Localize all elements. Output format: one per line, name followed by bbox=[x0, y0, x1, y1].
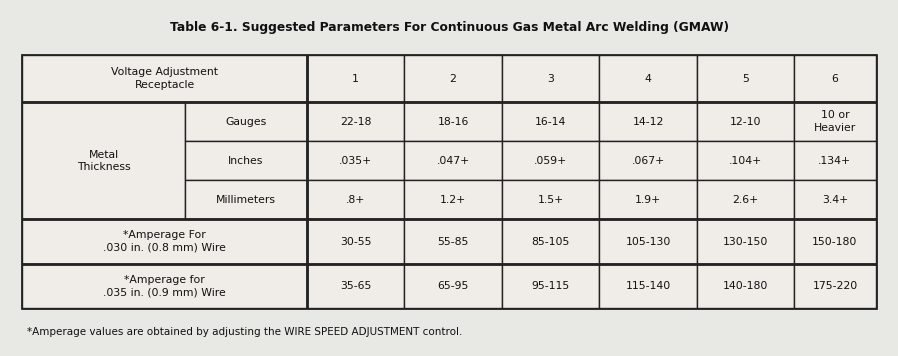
Text: Gauges: Gauges bbox=[225, 116, 267, 126]
Text: 16-14: 16-14 bbox=[535, 116, 567, 126]
Text: 4: 4 bbox=[645, 74, 651, 84]
FancyBboxPatch shape bbox=[599, 264, 697, 308]
FancyBboxPatch shape bbox=[404, 55, 502, 102]
Text: 2.6+: 2.6+ bbox=[733, 195, 759, 205]
Text: 1.5+: 1.5+ bbox=[537, 195, 564, 205]
FancyBboxPatch shape bbox=[307, 55, 404, 102]
Text: 14-12: 14-12 bbox=[632, 116, 664, 126]
Text: 95-115: 95-115 bbox=[532, 281, 569, 291]
FancyBboxPatch shape bbox=[307, 180, 404, 219]
Text: 3: 3 bbox=[547, 74, 554, 84]
FancyBboxPatch shape bbox=[404, 102, 502, 141]
Text: 175-220: 175-220 bbox=[813, 281, 858, 291]
FancyBboxPatch shape bbox=[795, 141, 876, 180]
Text: 12-10: 12-10 bbox=[730, 116, 762, 126]
Text: 2: 2 bbox=[450, 74, 456, 84]
FancyBboxPatch shape bbox=[795, 219, 876, 264]
Text: 140-180: 140-180 bbox=[723, 281, 769, 291]
FancyBboxPatch shape bbox=[22, 55, 307, 102]
FancyBboxPatch shape bbox=[307, 219, 404, 264]
Text: 105-130: 105-130 bbox=[625, 237, 671, 247]
FancyBboxPatch shape bbox=[599, 55, 697, 102]
Text: 85-105: 85-105 bbox=[532, 237, 569, 247]
Text: *Amperage values are obtained by adjusting the WIRE SPEED ADJUSTMENT control.: *Amperage values are obtained by adjusti… bbox=[27, 327, 462, 337]
Text: .104+: .104+ bbox=[729, 156, 762, 166]
FancyBboxPatch shape bbox=[404, 141, 502, 180]
FancyBboxPatch shape bbox=[185, 180, 307, 219]
Text: 18-16: 18-16 bbox=[437, 116, 469, 126]
Text: *Amperage For
.030 in. (0.8 mm) Wire: *Amperage For .030 in. (0.8 mm) Wire bbox=[103, 230, 226, 253]
FancyBboxPatch shape bbox=[404, 180, 502, 219]
Text: 115-140: 115-140 bbox=[625, 281, 671, 291]
Text: Inches: Inches bbox=[228, 156, 264, 166]
Text: 130-150: 130-150 bbox=[723, 237, 769, 247]
FancyBboxPatch shape bbox=[404, 219, 502, 264]
Text: 22-18: 22-18 bbox=[339, 116, 371, 126]
FancyBboxPatch shape bbox=[502, 102, 599, 141]
Text: .134+: .134+ bbox=[818, 156, 851, 166]
Text: .047+: .047+ bbox=[436, 156, 470, 166]
FancyBboxPatch shape bbox=[502, 141, 599, 180]
FancyBboxPatch shape bbox=[697, 102, 795, 141]
FancyBboxPatch shape bbox=[185, 102, 307, 141]
FancyBboxPatch shape bbox=[599, 180, 697, 219]
Text: Millimeters: Millimeters bbox=[216, 195, 276, 205]
Text: 1.9+: 1.9+ bbox=[635, 195, 661, 205]
FancyBboxPatch shape bbox=[22, 264, 307, 308]
Text: 10 or
Heavier: 10 or Heavier bbox=[814, 110, 856, 133]
FancyBboxPatch shape bbox=[22, 219, 307, 264]
Text: 55-85: 55-85 bbox=[437, 237, 469, 247]
FancyBboxPatch shape bbox=[502, 180, 599, 219]
Text: 1: 1 bbox=[352, 74, 359, 84]
FancyBboxPatch shape bbox=[502, 219, 599, 264]
FancyBboxPatch shape bbox=[795, 102, 876, 141]
FancyBboxPatch shape bbox=[697, 219, 795, 264]
FancyBboxPatch shape bbox=[502, 264, 599, 308]
Text: 35-65: 35-65 bbox=[339, 281, 371, 291]
Text: .059+: .059+ bbox=[534, 156, 568, 166]
Text: 65-95: 65-95 bbox=[437, 281, 469, 291]
Text: 5: 5 bbox=[742, 74, 749, 84]
FancyBboxPatch shape bbox=[502, 55, 599, 102]
Text: Table 6-1. Suggested Parameters For Continuous Gas Metal Arc Welding (GMAW): Table 6-1. Suggested Parameters For Cont… bbox=[170, 21, 728, 34]
FancyBboxPatch shape bbox=[795, 264, 876, 308]
FancyBboxPatch shape bbox=[697, 180, 795, 219]
Text: .067+: .067+ bbox=[631, 156, 665, 166]
FancyBboxPatch shape bbox=[307, 102, 404, 141]
Text: 30-55: 30-55 bbox=[339, 237, 371, 247]
Text: 150-180: 150-180 bbox=[812, 237, 858, 247]
FancyBboxPatch shape bbox=[307, 141, 404, 180]
FancyBboxPatch shape bbox=[795, 180, 876, 219]
FancyBboxPatch shape bbox=[22, 55, 876, 308]
Text: 6: 6 bbox=[832, 74, 839, 84]
FancyBboxPatch shape bbox=[599, 219, 697, 264]
FancyBboxPatch shape bbox=[795, 55, 876, 102]
FancyBboxPatch shape bbox=[599, 141, 697, 180]
Text: Metal
Thickness: Metal Thickness bbox=[77, 150, 130, 172]
Text: 1.2+: 1.2+ bbox=[440, 195, 466, 205]
FancyBboxPatch shape bbox=[599, 102, 697, 141]
Text: *Amperage for
.035 in. (0.9 mm) Wire: *Amperage for .035 in. (0.9 mm) Wire bbox=[103, 274, 226, 297]
FancyBboxPatch shape bbox=[22, 102, 185, 219]
FancyBboxPatch shape bbox=[185, 141, 307, 180]
Text: .035+: .035+ bbox=[339, 156, 372, 166]
FancyBboxPatch shape bbox=[697, 264, 795, 308]
Text: .8+: .8+ bbox=[346, 195, 365, 205]
Text: Voltage Adjustment
Receptacle: Voltage Adjustment Receptacle bbox=[111, 67, 218, 90]
FancyBboxPatch shape bbox=[404, 264, 502, 308]
FancyBboxPatch shape bbox=[307, 264, 404, 308]
FancyBboxPatch shape bbox=[697, 55, 795, 102]
Text: 3.4+: 3.4+ bbox=[822, 195, 848, 205]
FancyBboxPatch shape bbox=[697, 141, 795, 180]
